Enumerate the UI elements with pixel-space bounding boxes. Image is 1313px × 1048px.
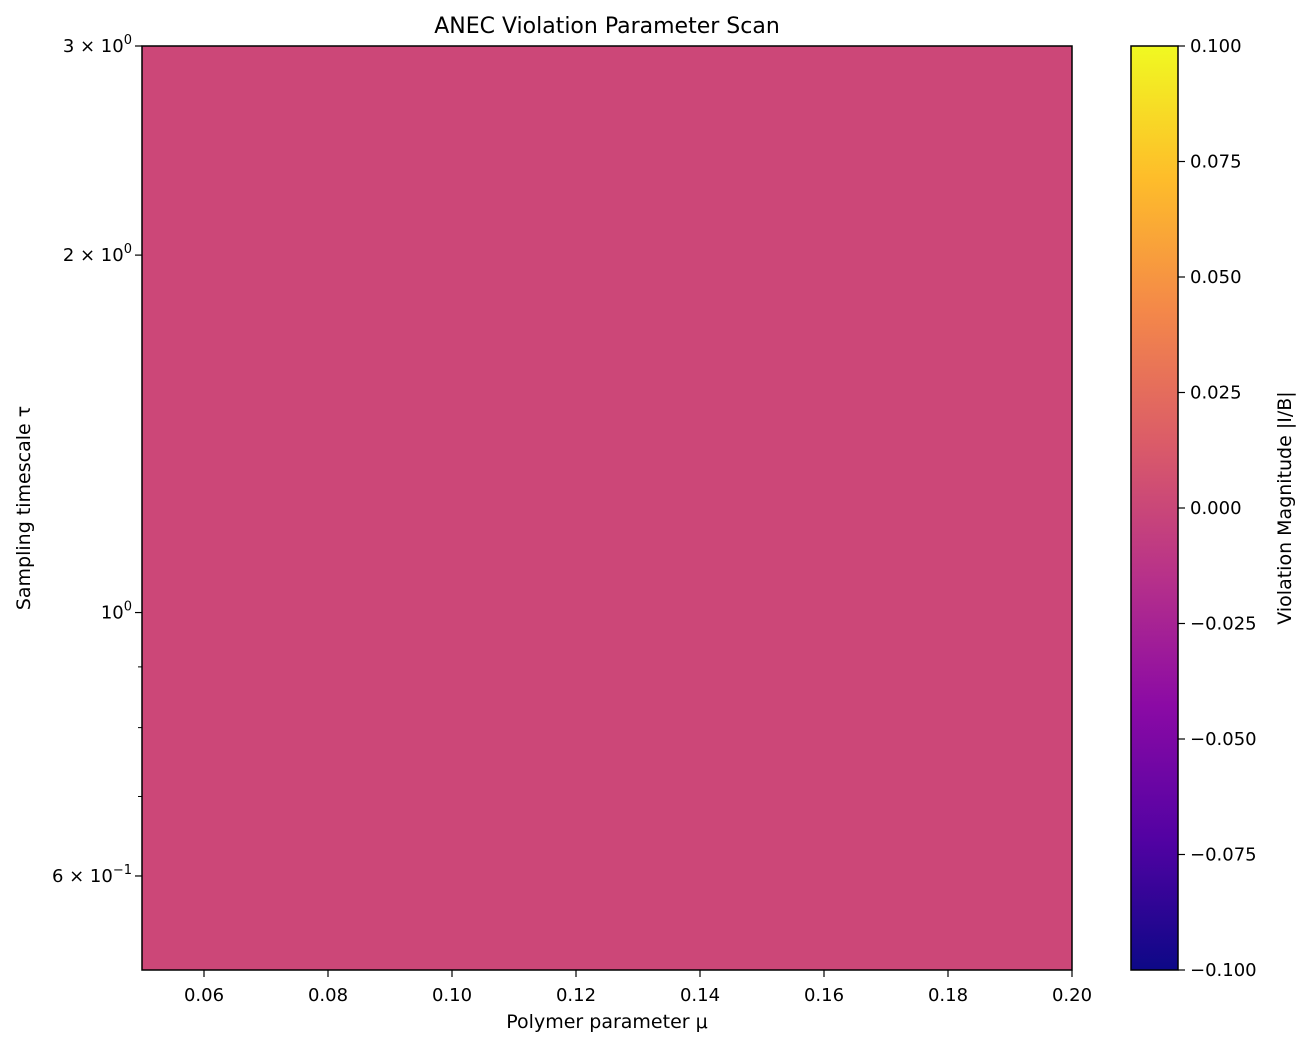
colorbar-tick-label: −0.025 [1190, 614, 1257, 635]
colorbar-tick-label: 0.025 [1190, 383, 1242, 404]
colorbar-tick-label: −0.100 [1190, 960, 1257, 981]
y-tick-label: 2 × 100 [63, 242, 132, 266]
plot-frame [141, 45, 1073, 971]
colorbar [1130, 45, 1179, 971]
colorbar-tick-label: 0.000 [1190, 498, 1242, 519]
x-tick-label: 0.20 [1052, 985, 1092, 1006]
y-tick-label: 3 × 100 [63, 33, 132, 57]
x-tick-label: 0.12 [556, 985, 596, 1006]
x-tick-label: 0.18 [928, 985, 968, 1006]
colorbar-tick-label: 0.100 [1190, 36, 1242, 57]
colorbar-tick-label: −0.050 [1190, 729, 1257, 750]
colorbar-ticks: 0.100 0.075 0.050 0.025 0.000 −0.025 −0.050 −0.… [1178, 36, 1257, 981]
x-tick-label: 0.10 [432, 985, 472, 1006]
x-tick-label: 0.08 [308, 985, 348, 1006]
y-axis-ticks: 3 × 100 2 × 100 100 6 × 10−1 [52, 33, 142, 887]
x-tick-label: 0.06 [184, 985, 224, 1006]
y-tick-label: 6 × 10−1 [52, 863, 132, 887]
colorbar-tick-label: −0.075 [1190, 845, 1257, 866]
colorbar-tick-label: 0.075 [1190, 152, 1242, 173]
y-axis-label: Sampling timescale τ [13, 406, 35, 610]
y-tick-label: 100 [101, 600, 132, 624]
heatmap-field [142, 46, 1072, 970]
x-axis-label: Polymer parameter μ [506, 1011, 707, 1033]
x-axis-ticks: 0.06 0.08 0.10 0.12 0.14 0.16 0.18 0.20 [184, 970, 1092, 1006]
colorbar-tick-label: 0.050 [1190, 267, 1242, 288]
chart-title: ANEC Violation Parameter Scan [434, 14, 780, 39]
colorbar-label: Violation Magnitude |I/B| [1274, 391, 1296, 624]
x-tick-label: 0.14 [680, 985, 720, 1006]
x-tick-label: 0.16 [804, 985, 844, 1006]
